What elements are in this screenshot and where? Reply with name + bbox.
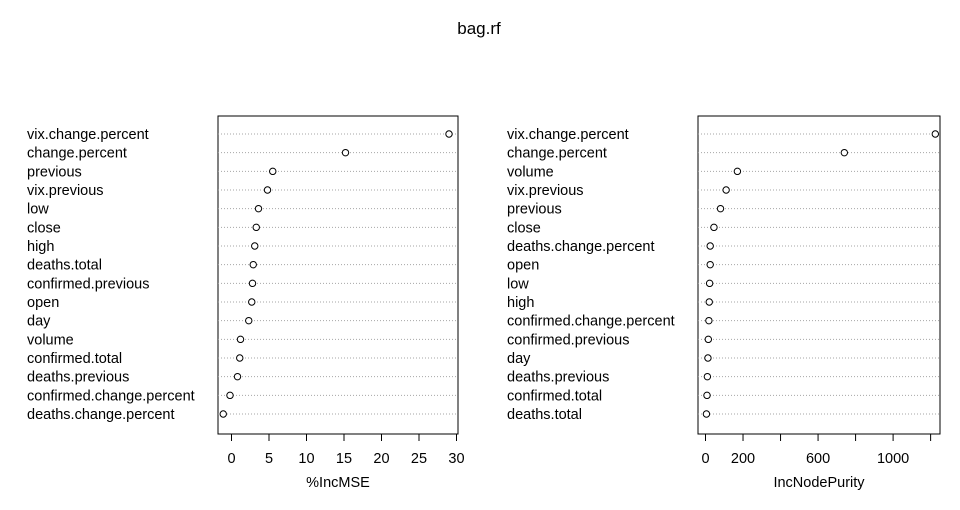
data-point (226, 391, 234, 400)
category-label: vix.previous (27, 183, 104, 199)
category-label: change.percent (27, 146, 127, 162)
x-tick-label: 10 (298, 451, 314, 467)
data-point (705, 298, 713, 306)
data-point (248, 279, 257, 288)
category-label: change.percent (507, 146, 607, 162)
data-point (716, 204, 725, 213)
x-tick-label: 20 (373, 451, 389, 467)
category-label: vix.change.percent (507, 127, 629, 143)
x-tick-label: 0 (701, 451, 709, 467)
data-point (248, 298, 256, 306)
x-tick-label: 600 (806, 451, 830, 467)
category-label: open (507, 258, 539, 274)
category-label: confirmed.previous (507, 332, 630, 348)
data-point (706, 242, 714, 250)
data-point (236, 354, 244, 362)
data-point (840, 148, 849, 157)
category-label: deaths.total (27, 258, 102, 274)
category-label: vix.previous (507, 183, 584, 199)
x-tick-label: 200 (731, 451, 755, 467)
data-point (703, 372, 712, 381)
data-point (263, 186, 272, 194)
data-point (236, 335, 245, 344)
category-label: deaths.total (507, 407, 582, 423)
data-point (722, 186, 730, 194)
category-label: close (27, 220, 61, 236)
data-point (703, 391, 711, 400)
data-point (254, 204, 263, 213)
category-label: deaths.change.percent (507, 239, 655, 255)
x-axis-label: IncNodePurity (773, 475, 865, 491)
data-point (931, 130, 940, 138)
category-label: confirmed.previous (27, 276, 150, 292)
data-point (252, 223, 260, 232)
data-point (445, 130, 453, 138)
data-point (710, 223, 718, 232)
category-label: confirmed.total (27, 351, 122, 367)
category-label: day (507, 351, 531, 367)
x-tick-label: 25 (411, 451, 427, 467)
data-point (705, 316, 713, 325)
data-point (733, 167, 742, 176)
data-point (269, 167, 277, 176)
x-tick-label: 30 (448, 451, 464, 467)
data-point (233, 372, 242, 381)
x-tick-label: 5 (265, 451, 273, 467)
category-label: high (27, 239, 54, 255)
importance-panel-incmse: vix.change.percent change.percent previous… (27, 115, 465, 491)
category-label: confirmed.change.percent (27, 388, 195, 404)
plot-frame (217, 115, 459, 435)
importance-panel-incnodepurity: vix.change.percent change.percent volume vi… (507, 115, 941, 491)
chart-title: bag.rf (457, 19, 501, 38)
data-point (251, 242, 259, 250)
plot-frame (697, 115, 941, 435)
category-label: previous (507, 202, 562, 218)
data-point (706, 260, 714, 269)
x-tick-label: 0 (227, 451, 235, 467)
data-point (341, 148, 350, 157)
category-label: close (507, 220, 541, 236)
category-label: previous (27, 164, 82, 180)
category-label: high (507, 295, 534, 311)
x-tick-label: 1000 (877, 451, 909, 467)
data-point (705, 279, 714, 288)
category-label: deaths.change.percent (27, 407, 175, 423)
category-label: open (27, 295, 59, 311)
category-label: day (27, 314, 51, 330)
category-label: volume (507, 164, 554, 180)
category-label: confirmed.total (507, 388, 602, 404)
data-point (704, 354, 712, 362)
category-label: deaths.previous (507, 370, 609, 386)
category-label: vix.change.percent (27, 127, 149, 143)
data-point (219, 410, 227, 418)
category-label: confirmed.change.percent (507, 314, 675, 330)
category-label: low (27, 202, 49, 218)
data-point (702, 410, 711, 418)
x-tick-label: 15 (336, 451, 352, 467)
category-label: volume (27, 332, 74, 348)
data-point (249, 260, 257, 269)
data-point (704, 335, 713, 344)
data-point (245, 316, 253, 325)
category-label: low (507, 276, 529, 292)
x-axis-label: %IncMSE (306, 475, 370, 491)
category-label: deaths.previous (27, 370, 129, 386)
